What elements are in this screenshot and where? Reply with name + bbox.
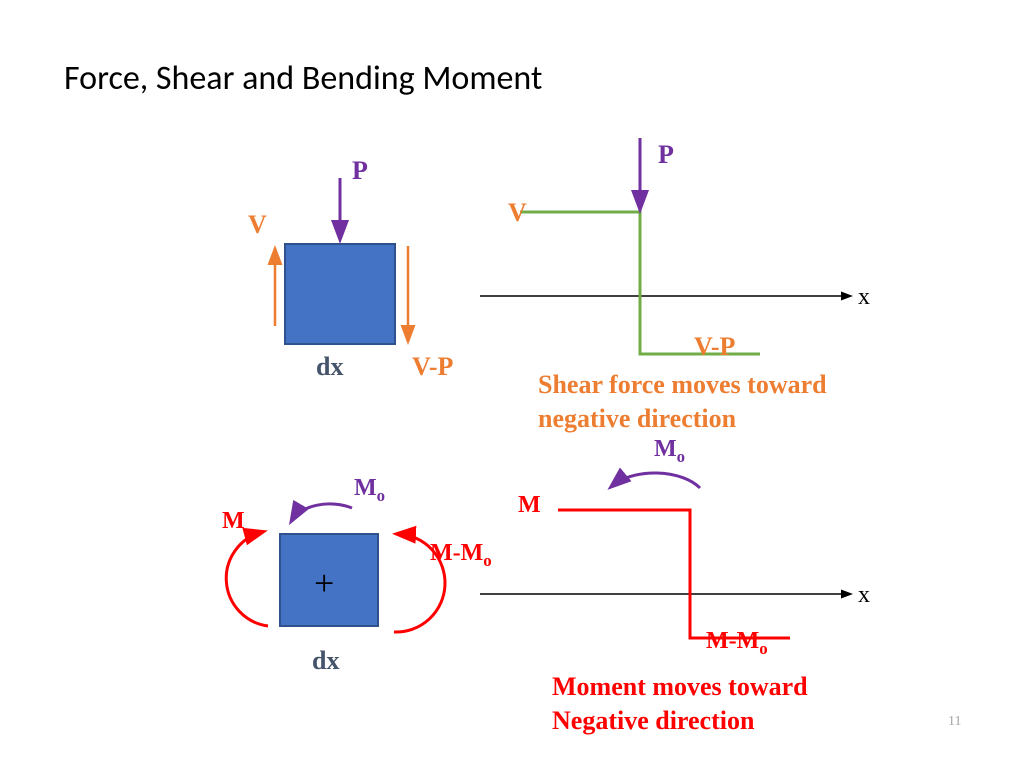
momentplot-label-x: x (858, 582, 870, 609)
shearplot-label-V: V (508, 198, 527, 228)
momentplot-caption2: Negative direction (552, 706, 754, 736)
shear-label-P: P (352, 156, 368, 186)
moment-label-M: M (222, 508, 245, 535)
shearplot-caption2: negative direction (538, 404, 736, 434)
moment-label-dx: dx (312, 646, 339, 676)
shear-label-V: V (248, 210, 267, 240)
page-title: Force, Shear and Bending Moment (64, 58, 542, 99)
moment-M-arc (226, 532, 268, 626)
momentplot-label-Mo: Mo (654, 436, 685, 467)
momentplot-label-M: M (518, 492, 541, 519)
shear-block (285, 244, 395, 344)
moment-step (558, 510, 790, 638)
page-number: 11 (948, 714, 961, 730)
momentplot-caption1: Moment moves toward (552, 672, 808, 702)
diagram-svg (0, 0, 1024, 768)
momentplot-label-MMo: M-Mo (706, 628, 768, 659)
shearplot-label-x: x (858, 284, 870, 311)
shearplot-label-P: P (658, 140, 674, 170)
shearplot-caption1: Shear force moves toward (538, 370, 827, 400)
moment-plot-Mo-arc (612, 473, 700, 488)
shear-label-VP: V-P (412, 352, 453, 382)
moment-label-plus: + (314, 562, 334, 604)
shear-label-dx: dx (316, 352, 343, 382)
shearplot-label-VP: V-P (694, 332, 735, 362)
moment-Mo-arc (292, 504, 352, 520)
moment-label-Mo: Mo (354, 475, 385, 506)
moment-label-MMo: M-Mo (430, 540, 492, 571)
